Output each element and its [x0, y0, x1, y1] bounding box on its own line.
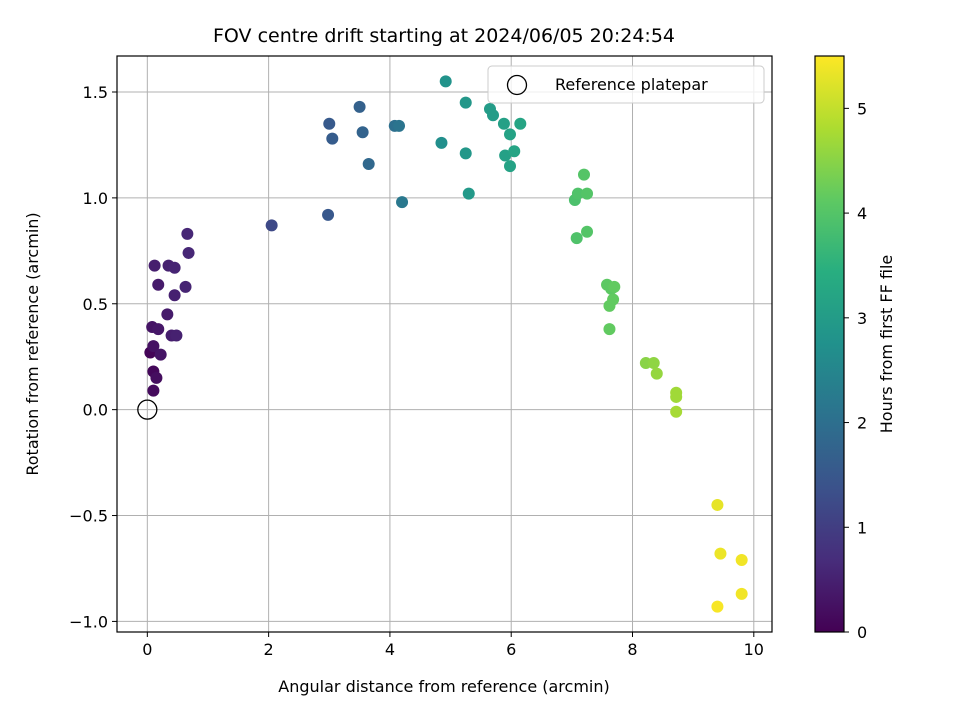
data-point [323, 117, 336, 130]
data-point [322, 208, 335, 221]
data-point [499, 149, 512, 162]
data-point [581, 187, 594, 200]
colorbar-gradient [814, 55, 845, 633]
data-point [459, 96, 472, 109]
colorbar-tick-label: 5 [857, 99, 867, 118]
y-tick-label: 1.0 [83, 189, 108, 208]
data-point [735, 587, 748, 600]
y-tick-label: 0.0 [83, 401, 108, 420]
data-point [608, 280, 621, 293]
reference-platepar-marker [137, 399, 158, 420]
data-point [181, 227, 194, 240]
y-tick-label: −1.0 [69, 612, 108, 631]
data-point [504, 160, 516, 173]
legend-label-reference: Reference platepar [555, 75, 708, 94]
chart-title: FOV centre drift starting at 2024/06/05 … [213, 25, 675, 47]
data-point [147, 384, 160, 397]
data-point [326, 132, 339, 145]
data-point [603, 323, 616, 336]
x-tick-label: 6 [506, 640, 516, 659]
data-point [577, 168, 590, 181]
x-axis-ticks: 0 2 4 6 8 10 [142, 632, 764, 659]
data-point [647, 357, 660, 370]
data-point [462, 187, 475, 200]
legend: Reference platepar [487, 65, 765, 104]
data-point [396, 196, 409, 209]
data-point [154, 348, 167, 361]
colorbar-tick-label: 2 [857, 414, 867, 433]
data-point [497, 117, 510, 130]
legend-marker-reference [506, 74, 528, 96]
data-point [362, 158, 375, 170]
colorbar-tick-label: 1 [857, 518, 867, 537]
data-point [356, 126, 369, 139]
data-point [168, 289, 181, 302]
x-tick-label: 8 [627, 640, 637, 659]
colorbar-tick-label: 3 [857, 309, 867, 328]
data-point [504, 128, 516, 141]
data-point [150, 371, 163, 384]
x-tick-label: 10 [744, 640, 764, 659]
x-tick-label: 0 [142, 640, 152, 659]
data-point [711, 600, 724, 613]
legend-box [487, 65, 765, 104]
data-point [459, 147, 472, 160]
data-point [170, 329, 183, 342]
plot-frame [116, 55, 773, 633]
data-point [714, 547, 727, 560]
data-point [152, 278, 165, 291]
data-point [487, 109, 500, 122]
y-tick-label: 1.5 [83, 83, 108, 102]
data-point [265, 219, 278, 232]
data-point [152, 323, 165, 336]
data-point [603, 299, 616, 312]
x-tick-label: 2 [264, 640, 274, 659]
data-point [439, 75, 452, 88]
data-point [148, 259, 161, 272]
data-point [147, 340, 160, 353]
grid-lines [117, 56, 772, 632]
data-point [435, 136, 448, 149]
colorbar-ticks: 0 1 2 3 4 5 [844, 99, 867, 642]
colorbar-label: Hours from first FF file [877, 255, 896, 434]
x-tick-label: 4 [385, 640, 395, 659]
data-point [508, 145, 521, 158]
y-axis-label: Rotation from reference (arcmin) [23, 212, 42, 475]
y-axis-ticks: −1.0 −0.5 0.0 0.5 1.0 1.5 [69, 83, 117, 631]
data-point [735, 554, 748, 566]
data-point [168, 261, 181, 274]
data-point [161, 308, 174, 321]
data-point [650, 367, 663, 380]
data-point [514, 117, 527, 130]
data-point [670, 405, 683, 418]
colorbar-tick-label: 4 [857, 204, 867, 223]
x-axis-label: Angular distance from reference (arcmin) [278, 677, 609, 696]
data-point [711, 498, 724, 511]
colorbar: 0 1 2 3 4 5 Hours from first FF file [814, 55, 896, 642]
data-point [570, 232, 583, 245]
data-point [581, 225, 594, 238]
colorbar-tick-label: 0 [857, 623, 867, 642]
y-tick-label: −0.5 [69, 507, 108, 526]
data-point [393, 119, 406, 132]
y-tick-label: 0.5 [83, 295, 108, 314]
data-point [179, 280, 192, 293]
data-point [670, 390, 683, 403]
data-points [137, 75, 748, 613]
data-point [353, 100, 366, 113]
data-point [571, 187, 584, 200]
data-point [182, 246, 195, 259]
